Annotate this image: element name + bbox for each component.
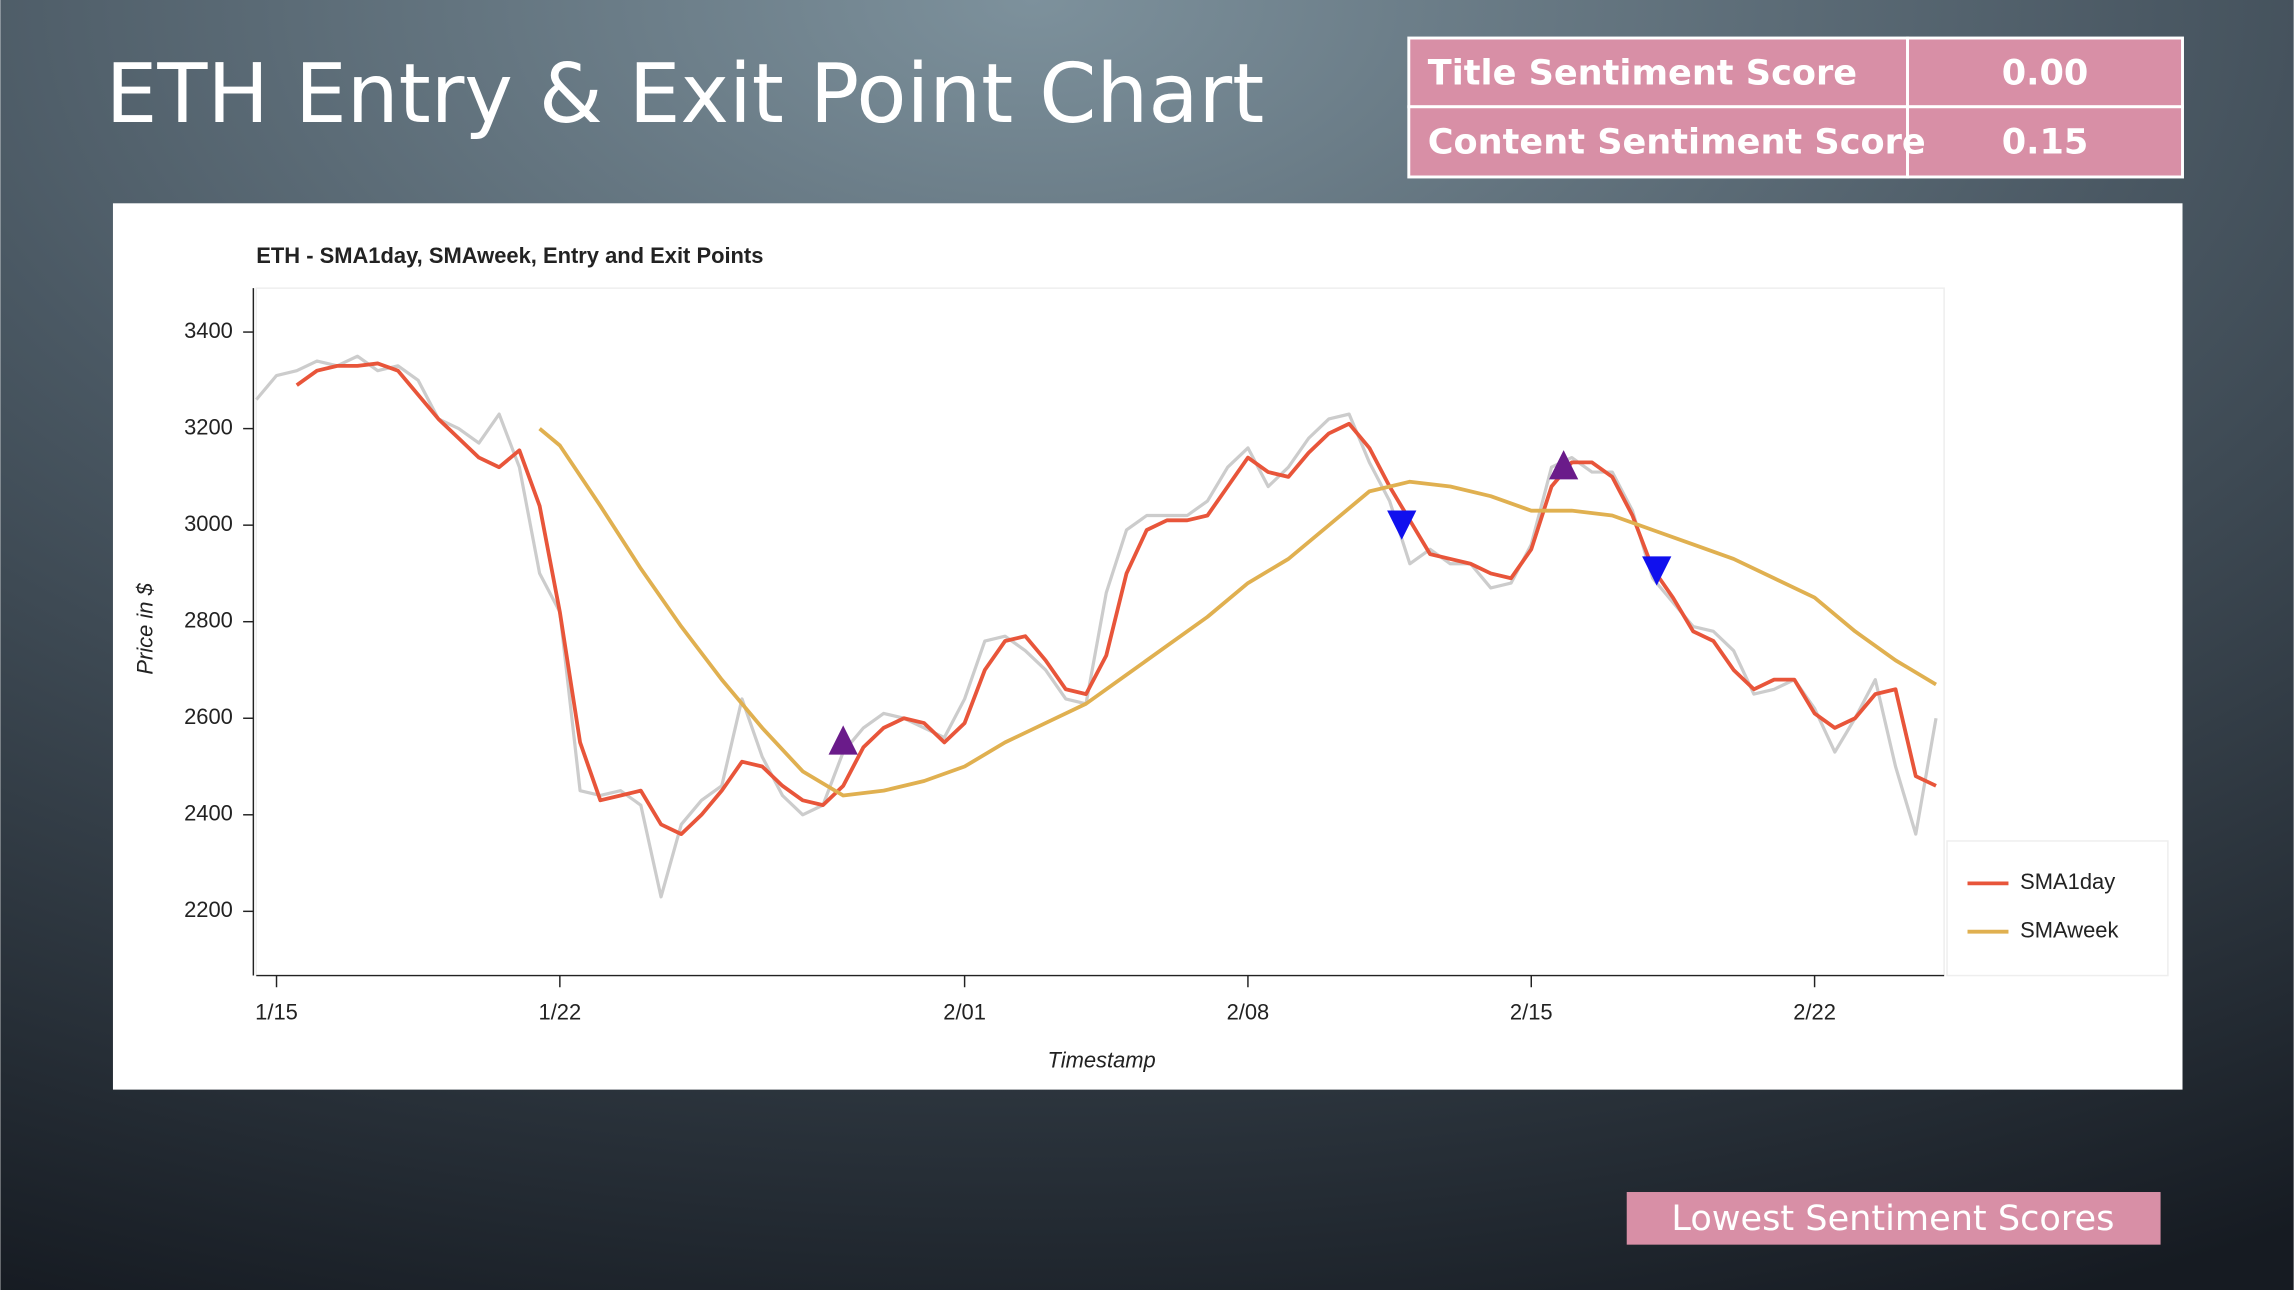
y-tick-label: 3400 [184,318,233,343]
table-label: Content Sentiment Score [1428,121,1926,162]
y-tick-label: 2600 [184,704,233,729]
sentiment-table [1407,36,2184,179]
table-value: 0.00 [2002,53,2089,94]
exit-marker [1642,556,1672,586]
slide-title: ETH Entry & Exit Point Chart [106,47,1265,142]
table-cell [1906,36,2184,109]
y-tick-label: 3200 [184,414,233,439]
exit-marker [1387,510,1417,540]
table-value: 0.15 [2002,121,2089,162]
button[interactable] [1626,1192,2161,1245]
x-tick-label: 2/22 [1793,999,1836,1024]
x-tick-label: 2/08 [1227,999,1270,1024]
y-tick-label: 3000 [184,511,233,536]
button-label[interactable]: Lowest Sentiment Scores [1671,1198,2114,1239]
series-line [538,427,1937,798]
entry-marker [1549,450,1579,480]
legend [1946,840,2169,977]
table-cell [1407,36,1910,109]
table-cell [1407,105,1910,179]
x-tick-label: 2/15 [1510,999,1553,1024]
x-tick-label: 1/15 [255,999,298,1024]
table-label: Title Sentiment Score [1428,53,1857,94]
x-tick-label: 1/22 [539,999,582,1024]
x-axis-label: Timestamp [1048,1048,1156,1073]
y-tick-label: 2800 [184,607,233,632]
legend-label: SMAweek [2020,917,2118,942]
legend-label: SMA1day [2020,869,2115,894]
table-cell [1906,105,2184,179]
y-axis-label: Price in $ [132,582,157,674]
chart-panel [112,203,2183,1090]
series-line [295,361,1937,837]
chart-title: ETH - SMA1day, SMAweek, Entry and Exit P… [256,243,763,268]
y-tick-label: 2400 [184,801,233,826]
y-tick-label: 2200 [184,897,233,922]
x-tick-label: 2/01 [943,999,986,1024]
entry-marker [828,725,858,755]
